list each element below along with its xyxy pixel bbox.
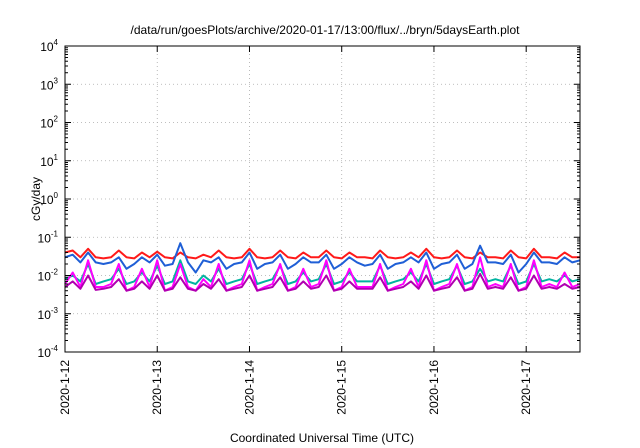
y-tick-label: 10-4: [38, 344, 59, 360]
y-tick-label: 104: [40, 38, 58, 54]
series-line: [64, 272, 581, 292]
chart-title: /data/run/goesPlots/archive/2020-01-17/1…: [131, 23, 521, 37]
grid: [65, 46, 580, 352]
x-tick-label: 2020-1-16: [427, 360, 441, 415]
y-tick-label: 10-3: [38, 306, 59, 322]
y-tick-label: 10-1: [38, 229, 59, 245]
x-tick-label: 2020-1-12: [58, 360, 72, 415]
y-tick-label: 100: [40, 191, 58, 207]
x-tick-label: 2020-1-13: [150, 360, 164, 415]
y-tick-label: 101: [40, 153, 58, 169]
y-tick-label: 103: [40, 76, 58, 92]
x-tick-label: 2020-1-14: [242, 360, 256, 415]
x-tick-label: 2020-1-15: [335, 360, 349, 415]
series-layer: [64, 242, 581, 292]
y-tick-label: 10-2: [38, 268, 59, 284]
x-axis-label: Coordinated Universal Time (UTC): [230, 431, 414, 445]
series-line: [64, 242, 581, 274]
x-tick-label: 2020-1-17: [519, 360, 533, 415]
series-line: [64, 247, 580, 260]
x-axis: 2020-1-12 2020-1-13 2020-1-14 2020-1-15 2020…: [58, 46, 533, 415]
y-axis: 10-4 10-3 10-2 10-1 100 101 102 103 104: [38, 38, 580, 360]
y-tick-label: 102: [40, 115, 58, 131]
series-line: [64, 256, 581, 292]
plot-frame: [64, 45, 581, 353]
y-axis-label: cGy/day: [29, 177, 43, 221]
